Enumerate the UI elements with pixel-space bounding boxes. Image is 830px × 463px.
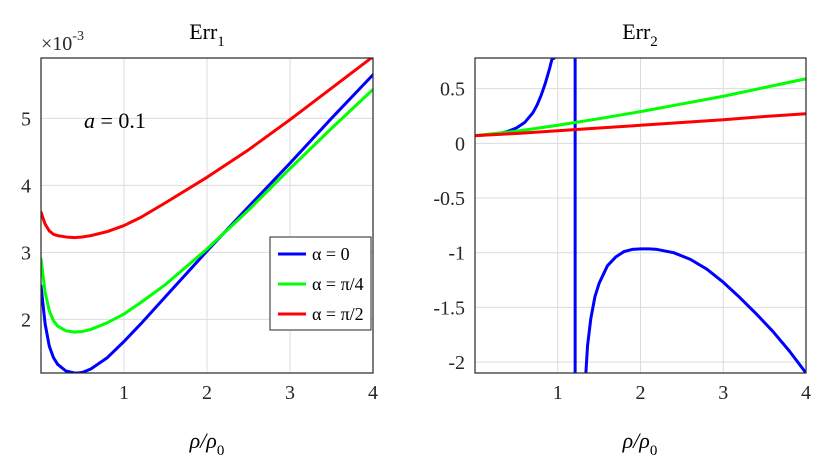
err2-xtick-0: 1 <box>553 382 563 404</box>
err2-series-1-segment-0 <box>475 77 806 138</box>
err2-curves <box>475 58 806 373</box>
err1-xtick-0: 1 <box>119 382 129 404</box>
err2-series-2-segment-0 <box>475 112 806 138</box>
err2-plot: 1 2 3 4 0.5 0 -0.5 -1 -1.5 -2 Err2 ρ/ρ0 <box>433 19 811 459</box>
err1-xlabel: ρ/ρ0 <box>189 428 225 459</box>
err2-ytick-4: -1.5 <box>433 297 465 319</box>
err1-title: Err1 <box>189 19 225 50</box>
err1-ytick-2: 4 <box>21 175 31 197</box>
err2-axes-frame <box>474 57 807 374</box>
err2-ytick-5: -2 <box>448 352 465 374</box>
err1-axes-frame <box>40 57 374 374</box>
err2-xtick-2: 3 <box>718 382 728 404</box>
err2-ytick-1: 0 <box>455 133 465 155</box>
err1-xtick-1: 2 <box>202 382 212 404</box>
err1-xtick-2: 3 <box>285 382 295 404</box>
legend-label-0: α = 0 <box>312 244 350 264</box>
err2-ytick-3: -1 <box>448 243 465 265</box>
err1-xtick-3: 4 <box>368 382 378 404</box>
err2-xlabel: ρ/ρ0 <box>622 428 658 459</box>
err2-title: Err2 <box>622 19 658 50</box>
err2-series-0-segment-2 <box>584 247 806 373</box>
err2-xtick-3: 4 <box>801 382 811 404</box>
err1-series-2-segment-0 <box>41 58 373 240</box>
legend: α = 0 α = π/4 α = π/2 <box>269 236 372 331</box>
err2-tick-labels: 1 2 3 4 0.5 0 -0.5 -1 -1.5 -2 <box>433 79 811 404</box>
err1-series-1-segment-0 <box>41 88 373 334</box>
err2-series-0-segment-0 <box>475 58 556 138</box>
err1-curves <box>41 58 373 373</box>
err1-ytick-3: 5 <box>21 108 31 130</box>
err2-grid <box>475 58 807 373</box>
err1-series-0-segment-0 <box>41 73 373 373</box>
err2-ytick-2: -0.5 <box>433 188 465 210</box>
legend-label-2: α = π/2 <box>312 304 364 324</box>
err2-ytick-0: 0.5 <box>440 79 465 101</box>
err1-tick-labels: 1 2 3 4 2 3 4 5 <box>21 108 378 404</box>
legend-label-1: α = π/4 <box>312 274 364 294</box>
err2-xtick-1: 2 <box>636 382 646 404</box>
err1-ytick-0: 2 <box>21 309 31 331</box>
err1-ytick-1: 3 <box>21 242 31 264</box>
err1-exponent-label: ×10-3 <box>41 29 84 55</box>
err1-annotation: a = 0.1 <box>84 108 146 133</box>
